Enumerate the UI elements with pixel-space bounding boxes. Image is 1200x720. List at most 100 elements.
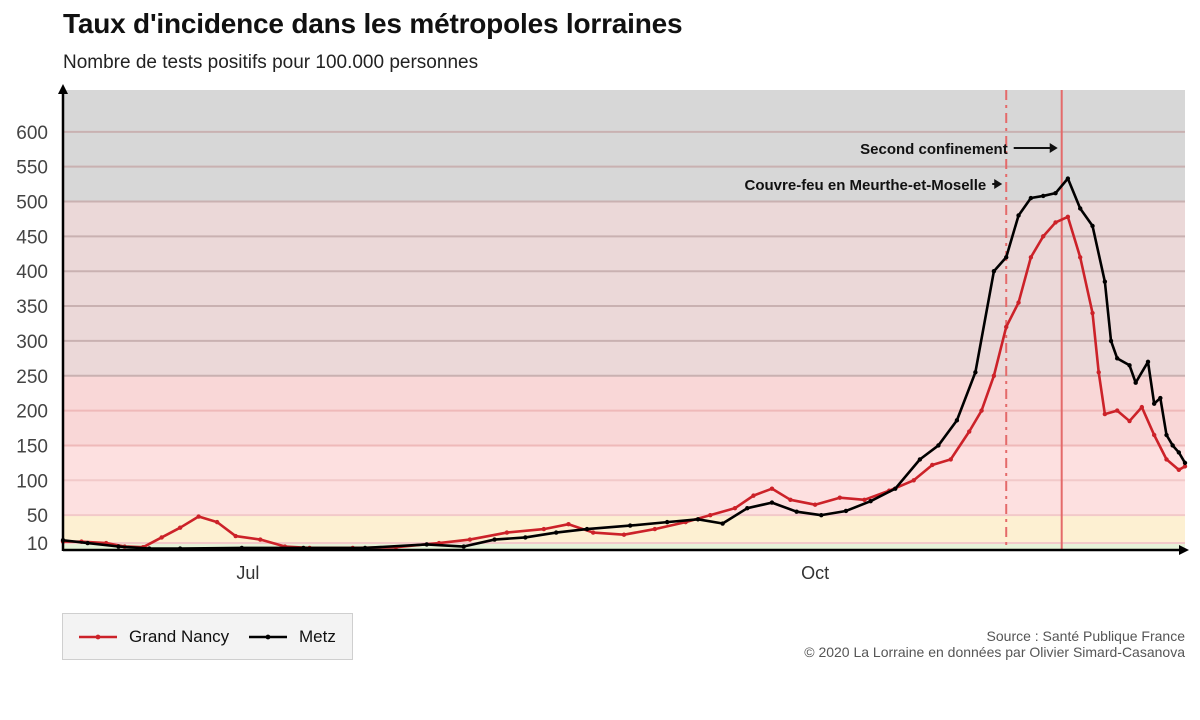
data-point-metz-9	[461, 544, 466, 549]
y-tick-label-250: 250	[16, 367, 48, 388]
y-tick-label-450: 450	[16, 227, 48, 248]
data-point-nancy-30	[837, 495, 842, 500]
data-point-nancy-37	[979, 408, 984, 413]
data-point-nancy-28	[788, 497, 793, 503]
data-point-metz-29	[991, 269, 997, 274]
y-tick-label-300: 300	[16, 332, 48, 353]
annotation-arrow-head-1	[994, 179, 1003, 189]
data-point-nancy-20	[590, 530, 596, 535]
data-point-nancy-6	[177, 525, 183, 530]
data-point-metz-15	[664, 519, 670, 525]
data-point-metz-43	[1145, 359, 1151, 365]
data-point-metz-42	[1133, 380, 1138, 385]
y-tick-label-550: 550	[16, 158, 48, 179]
y-tick-label-500: 500	[16, 193, 48, 214]
threshold-band-0	[63, 543, 1185, 550]
source-credit: Source : Santé Publique France © 2020 La…	[804, 628, 1185, 660]
data-point-nancy-38	[991, 373, 997, 378]
data-point-metz-31	[1016, 213, 1021, 218]
data-point-nancy-19	[566, 522, 571, 527]
data-point-nancy-31	[862, 497, 867, 503]
data-point-metz-46	[1164, 432, 1169, 438]
data-point-nancy-54	[1176, 467, 1182, 473]
legend-label-metz: Metz	[299, 626, 336, 646]
data-point-nancy-45	[1077, 255, 1083, 260]
y-tick-label-200: 200	[16, 402, 48, 423]
x-axis-arrow	[1179, 545, 1189, 555]
data-point-metz-28	[973, 370, 978, 375]
data-point-metz-8	[424, 542, 429, 547]
data-point-nancy-21	[621, 532, 627, 537]
data-point-metz-36	[1077, 206, 1083, 211]
data-point-nancy-29	[812, 502, 818, 507]
chart-legend: Grand Nancy Metz	[62, 613, 353, 660]
y-tick-label-150: 150	[16, 436, 48, 457]
data-point-nancy-25	[732, 505, 738, 511]
data-point-metz-16	[695, 517, 701, 522]
data-point-nancy-35	[948, 457, 953, 462]
incidence-chart: 10 50 100 150 200 250 300 350 400 450 500 550 600 Jul…	[16, 84, 1189, 583]
data-point-nancy-34	[930, 462, 935, 468]
data-point-nancy-39	[1004, 324, 1009, 330]
legend-item-nancy: Grand Nancy	[77, 614, 229, 659]
data-point-nancy-27	[769, 486, 775, 491]
data-point-nancy-42	[1041, 234, 1046, 239]
data-point-metz-25	[917, 457, 923, 462]
data-point-metz-38	[1102, 279, 1108, 284]
threshold-band-5	[63, 90, 1185, 202]
data-point-metz-2	[116, 544, 121, 549]
data-point-metz-12	[553, 530, 559, 535]
data-point-metz-14	[627, 523, 633, 528]
y-tick-label-350: 350	[16, 297, 48, 318]
data-point-nancy-7	[196, 514, 201, 519]
x-tick-label-oct: Oct	[801, 563, 829, 583]
data-point-metz-35	[1065, 176, 1071, 181]
data-point-nancy-26	[751, 493, 756, 498]
data-point-metz-41	[1127, 363, 1132, 368]
chart-title: Taux d'incidence dans les métropoles lor…	[63, 8, 683, 39]
y-tick-label-50: 50	[27, 506, 48, 527]
legend-swatch-metz	[249, 634, 287, 639]
data-point-metz-47	[1170, 443, 1175, 448]
data-point-nancy-10	[258, 537, 263, 542]
data-point-nancy-33	[911, 478, 916, 483]
data-point-nancy-17	[504, 530, 510, 535]
data-point-nancy-40	[1016, 300, 1021, 305]
data-point-metz-26	[936, 443, 941, 448]
data-point-metz-17	[720, 521, 725, 526]
data-point-metz-30	[1004, 255, 1009, 260]
data-point-metz-19	[769, 500, 775, 505]
data-point-nancy-46	[1090, 310, 1095, 316]
x-tick-label-jul: Jul	[236, 563, 259, 583]
data-point-nancy-16	[467, 537, 473, 542]
data-point-nancy-5	[159, 535, 164, 540]
source-line: Source : Santé Publique France	[986, 628, 1185, 644]
annotation-arrow-head-0	[1049, 143, 1058, 153]
threshold-band-4	[63, 201, 1185, 376]
data-point-metz-32	[1028, 195, 1034, 201]
data-point-metz-34	[1053, 190, 1058, 196]
data-point-metz-11	[523, 535, 528, 540]
data-point-metz-45	[1158, 395, 1163, 401]
data-point-metz-24	[893, 486, 898, 491]
data-point-metz-20	[794, 509, 799, 514]
legend-item-metz: Metz	[247, 614, 336, 659]
data-point-nancy-44	[1065, 214, 1071, 220]
y-tick-label-100: 100	[16, 471, 48, 492]
data-point-nancy-41	[1028, 255, 1034, 260]
legend-swatch-nancy	[79, 634, 117, 639]
data-point-nancy-9	[233, 533, 238, 539]
data-point-metz-1	[85, 540, 90, 546]
data-point-nancy-50	[1127, 418, 1132, 424]
data-point-metz-23	[868, 499, 873, 504]
annotation-label-0: Second confinement	[860, 141, 1008, 158]
data-point-nancy-51	[1139, 404, 1145, 410]
data-point-nancy-48	[1102, 411, 1108, 417]
y-tick-label-10: 10	[27, 534, 48, 555]
y-tick-label-600: 600	[16, 123, 48, 144]
data-point-nancy-52	[1151, 432, 1157, 438]
series-line-metz	[61, 177, 1187, 550]
data-point-metz-44	[1151, 401, 1157, 406]
copyright-line: © 2020 La Lorraine en données par Olivie…	[804, 644, 1185, 660]
data-point-metz-22	[843, 508, 849, 514]
